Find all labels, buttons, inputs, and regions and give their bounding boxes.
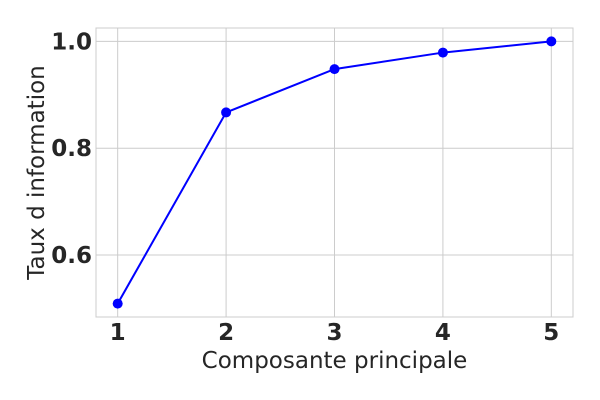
x-tick-label: 1 [110, 320, 126, 346]
y-tick-label: 0.8 [51, 136, 92, 162]
plot-area-border [95, 27, 574, 318]
grid [96, 28, 573, 317]
data-point [437, 47, 448, 58]
x-tick-label: 4 [435, 320, 451, 346]
data-point [112, 298, 123, 309]
data-point [221, 107, 232, 118]
data-point [329, 64, 340, 75]
x-axis-label: Composante principale [202, 348, 468, 374]
data-point [546, 36, 557, 47]
series-layer [112, 36, 557, 309]
y-axis-label: Taux d information [24, 65, 50, 281]
x-tick-label: 5 [543, 320, 559, 346]
y-tick-label: 0.6 [51, 243, 92, 269]
x-tick-label: 3 [326, 320, 342, 346]
y-tick-label: 1.0 [51, 29, 92, 55]
x-axis-ticks: 1 2 3 4 5 [110, 320, 560, 346]
x-tick-label: 2 [218, 320, 234, 346]
y-axis-ticks: 0.6 0.8 1.0 [51, 29, 92, 269]
